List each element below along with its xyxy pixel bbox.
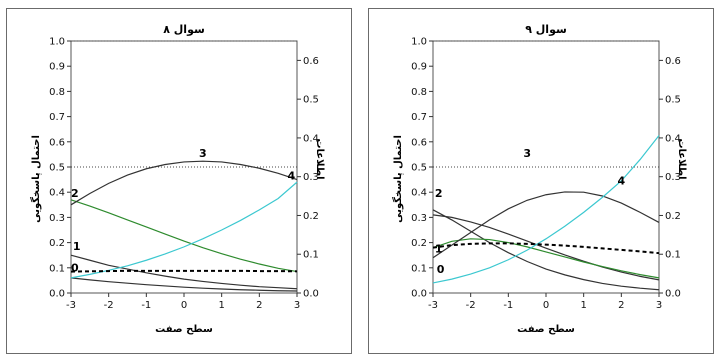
y-tick-label-6: 0.6 xyxy=(49,137,65,148)
x-tick-label-1: -2 xyxy=(104,300,114,311)
y-tick-label-9: 0.9 xyxy=(411,62,427,73)
curve-label-4: 4 xyxy=(288,170,296,183)
curve-label-0: 0 xyxy=(71,262,79,275)
x-tick-label-5: 2 xyxy=(618,300,624,311)
y2-tick-label-3: 0.3 xyxy=(303,172,319,183)
y2-tick-label-5: 0.5 xyxy=(303,95,319,106)
y-tick-label-1: 0.1 xyxy=(411,263,427,274)
x-tick-label-2: -1 xyxy=(141,300,151,311)
y2-tick-label-5: 0.5 xyxy=(665,95,681,106)
x-tick-label-6: 3 xyxy=(656,300,662,311)
chart-svg-q8: سوال ۸ سطح صفت احتمال پاسخگویی اطلاعات 0… xyxy=(29,23,325,335)
y-tick-label-2: 0.2 xyxy=(49,238,65,249)
curve-label-3: 3 xyxy=(199,147,207,160)
y-tick-label-2: 0.2 xyxy=(411,238,427,249)
y2-tick-label-2: 0.2 xyxy=(303,211,319,222)
x-tick-label-1: -2 xyxy=(466,300,476,311)
chart-panel-q8: سوال ۸ سطح صفت احتمال پاسخگویی اطلاعات 0… xyxy=(6,8,352,354)
chart-title: سوال ۹ xyxy=(525,23,567,36)
x-tick-label-3: 0 xyxy=(543,300,549,311)
x-tick-label-4: 1 xyxy=(580,300,586,311)
y2-tick-label-3: 0.3 xyxy=(665,172,681,183)
chart-svg-q9: سوال ۹ سطح صفت احتمال پاسخگویی اطلاعات 0… xyxy=(391,23,687,335)
x-tick-label-0: -3 xyxy=(66,300,76,311)
curve-label-0: 0 xyxy=(437,263,445,276)
y-tick-label-0: 0.0 xyxy=(411,289,427,300)
x-tick-label-5: 2 xyxy=(256,300,262,311)
chart-marks: 0.0 0.1 0.2 0.3 0.4 0.5 0.6 0.7 0.8 0.9 1.0 0.0 0.1 0… xyxy=(411,37,681,312)
series-line-3 xyxy=(432,191,660,259)
y-tick-label-9: 0.9 xyxy=(49,62,65,73)
y2-tick-label-1: 0.1 xyxy=(303,250,319,261)
x-tick-label-0: -3 xyxy=(428,300,438,311)
series-line-0 xyxy=(432,209,660,291)
y-tick-label-8: 0.8 xyxy=(49,87,65,98)
y2-tick-label-0: 0.0 xyxy=(303,289,319,300)
series-line-4 xyxy=(432,135,660,284)
curve-label-3: 3 xyxy=(523,147,531,160)
y-tick-label-8: 0.8 xyxy=(411,87,427,98)
series-line-2 xyxy=(432,238,660,279)
series-line-4 xyxy=(70,181,298,279)
chart-title: سوال ۸ xyxy=(163,23,205,36)
y2-tick-label-6: 0.6 xyxy=(665,56,681,67)
y-tick-label-5: 0.5 xyxy=(411,163,427,174)
x-tick-label-2: -1 xyxy=(503,300,513,311)
x-tick-label-4: 1 xyxy=(218,300,224,311)
y2-tick-label-1: 0.1 xyxy=(665,250,681,261)
y-tick-label-7: 0.7 xyxy=(49,112,65,123)
y-tick-label-4: 0.4 xyxy=(411,188,427,199)
y2-axis-label: اطلاعات xyxy=(676,138,687,179)
y2-tick-label-0: 0.0 xyxy=(665,289,681,300)
y-tick-label-4: 0.4 xyxy=(49,188,65,199)
series-line-2 xyxy=(70,199,298,273)
series-line-3 xyxy=(70,160,298,206)
series-line-1 xyxy=(432,214,660,281)
series-line-1 xyxy=(70,254,298,290)
x-axis-label: سطح صفت xyxy=(517,324,575,335)
curve-label-4: 4 xyxy=(618,175,626,188)
y-axis-label: احتمال پاسخگویی xyxy=(29,135,42,223)
series-line-dashed xyxy=(432,242,660,255)
y-tick-label-10: 1.0 xyxy=(49,37,65,48)
y2-tick-label-4: 0.4 xyxy=(303,133,319,144)
curve-label-2: 2 xyxy=(71,187,79,200)
x-axis-label: سطح صفت xyxy=(155,324,213,335)
y-tick-label-1: 0.1 xyxy=(49,263,65,274)
x-tick-label-3: 0 xyxy=(181,300,187,311)
chart-panel-q9: سوال ۹ سطح صفت احتمال پاسخگویی اطلاعات 0… xyxy=(368,8,714,354)
y2-tick-label-6: 0.6 xyxy=(303,56,319,67)
series-line-0 xyxy=(70,277,298,292)
y-tick-label-6: 0.6 xyxy=(411,137,427,148)
y-tick-label-10: 1.0 xyxy=(411,37,427,48)
y-tick-label-3: 0.3 xyxy=(411,213,427,224)
y-tick-label-0: 0.0 xyxy=(49,289,65,300)
y-tick-label-3: 0.3 xyxy=(49,213,65,224)
y2-tick-label-2: 0.2 xyxy=(665,211,681,222)
y2-axis-label: اطلاعات xyxy=(314,138,325,179)
curve-label-2: 2 xyxy=(435,187,443,200)
curve-label-1: 1 xyxy=(73,240,81,253)
series-line-dashed xyxy=(70,269,298,273)
y2-tick-label-4: 0.4 xyxy=(665,133,681,144)
y-tick-label-7: 0.7 xyxy=(411,112,427,123)
chart-marks: 0.0 0.1 0.2 0.3 0.4 0.5 0.6 0.7 0.8 0.9 1.0 0.0 0.1 0… xyxy=(49,37,319,312)
y-axis-label: احتمال پاسخگویی xyxy=(391,135,404,223)
curve-label-1: 1 xyxy=(435,243,443,256)
y-tick-label-5: 0.5 xyxy=(49,163,65,174)
x-tick-label-6: 3 xyxy=(294,300,300,311)
